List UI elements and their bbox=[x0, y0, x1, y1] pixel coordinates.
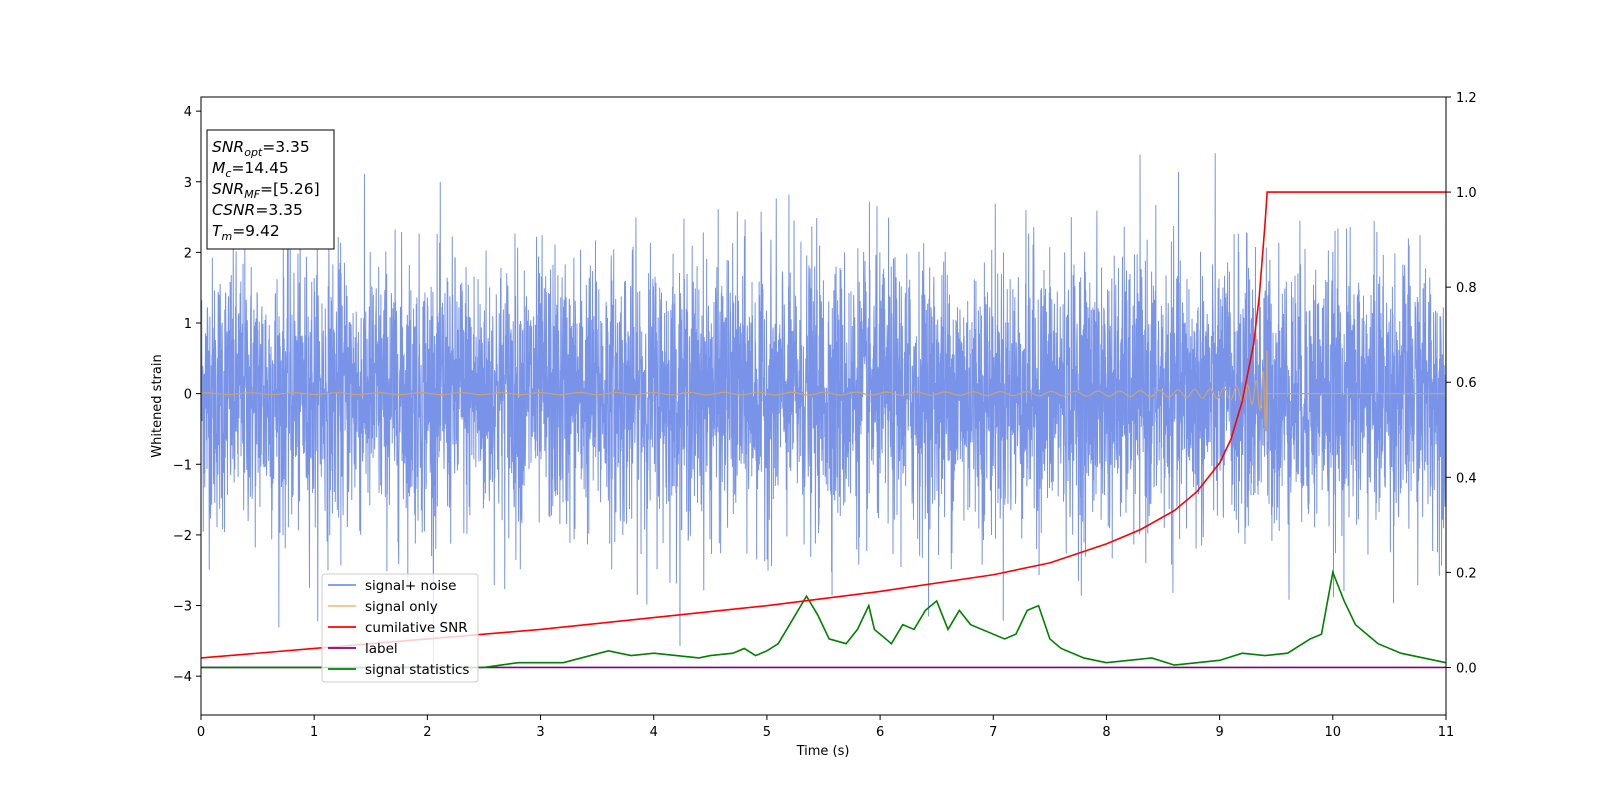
y-axis-label: Whitened strain bbox=[150, 354, 165, 457]
signal-statistics-line bbox=[201, 569, 1447, 669]
y-tick-label: 4 bbox=[184, 105, 192, 120]
legend-label: signal only bbox=[365, 599, 438, 615]
y-tick-label: −1 bbox=[173, 458, 192, 473]
x-tick-label: 0 bbox=[197, 725, 205, 740]
info-box-line: SNRMF=[5.26] bbox=[212, 180, 320, 201]
legend-label: cumilative SNR bbox=[365, 620, 468, 636]
x-tick-label: 2 bbox=[423, 725, 431, 740]
x-axis-label: Time (s) bbox=[796, 744, 850, 759]
cumilative-snr-line bbox=[200, 191, 1446, 659]
legend-label: label bbox=[365, 641, 398, 657]
x-tick-label: 4 bbox=[650, 725, 658, 740]
x-axis: 0 1 2 3 4 5 6 7 8 9 10 11 bbox=[197, 715, 1454, 740]
y-right-tick-label: 0.2 bbox=[1456, 566, 1477, 581]
info-box-line: SNRopt=3.35 bbox=[212, 138, 310, 159]
y-tick-label: −2 bbox=[173, 529, 192, 544]
legend-frame bbox=[321, 573, 479, 683]
x-tick-label: 8 bbox=[1102, 725, 1110, 740]
x-tick-label: 9 bbox=[1215, 725, 1223, 740]
plot-frame bbox=[200, 96, 1447, 716]
info-box: SNRopt=3.35Mc=14.45SNRMF=[5.26]CSNR=3.35… bbox=[206, 129, 335, 250]
signal-only-line bbox=[200, 350, 1446, 442]
signal-only-series bbox=[200, 350, 1446, 442]
x-tick-label: 11 bbox=[1438, 725, 1455, 740]
y-right-tick-label: 0.4 bbox=[1456, 471, 1477, 486]
x-tick-label: 10 bbox=[1325, 725, 1342, 740]
y-tick-label: −3 bbox=[173, 600, 192, 615]
y-axis-left: −4 −3 −2 −1 0 1 2 3 4 bbox=[173, 105, 201, 685]
y-tick-label: 2 bbox=[184, 246, 192, 261]
info-box-line: CSNR=3.35 bbox=[212, 201, 303, 219]
legend-label: signal+ noise bbox=[365, 578, 456, 594]
y-tick-label: 0 bbox=[184, 388, 192, 403]
x-tick-label: 7 bbox=[989, 725, 997, 740]
y-right-tick-label: 1.2 bbox=[1456, 91, 1477, 106]
signal-noise-series bbox=[200, 153, 1447, 664]
y-axis-right: 0.0 0.2 0.4 0.6 0.8 1.0 1.2 bbox=[1446, 91, 1477, 676]
y-tick-label: 1 bbox=[184, 317, 192, 332]
x-tick-label: 3 bbox=[536, 725, 544, 740]
info-box-line: Tm=9.42 bbox=[212, 222, 280, 243]
y-tick-label: 3 bbox=[184, 176, 192, 191]
legend: signal+ noise signal only cumilative SNR la… bbox=[321, 573, 479, 683]
x-tick-label: 5 bbox=[763, 725, 771, 740]
y-right-tick-label: 1.0 bbox=[1456, 186, 1477, 201]
y-right-tick-label: 0.8 bbox=[1456, 281, 1477, 296]
y-right-tick-label: 0.0 bbox=[1456, 661, 1477, 676]
signal-noise-line bbox=[200, 153, 1447, 664]
info-box-frame bbox=[206, 129, 335, 250]
y-right-tick-label: 0.6 bbox=[1456, 376, 1477, 391]
x-tick-label: 1 bbox=[310, 725, 318, 740]
legend-label: signal statistics bbox=[365, 662, 469, 678]
y-tick-label: −4 bbox=[173, 670, 192, 685]
info-box-line: Mc=14.45 bbox=[212, 159, 289, 180]
x-tick-label: 6 bbox=[876, 725, 884, 740]
